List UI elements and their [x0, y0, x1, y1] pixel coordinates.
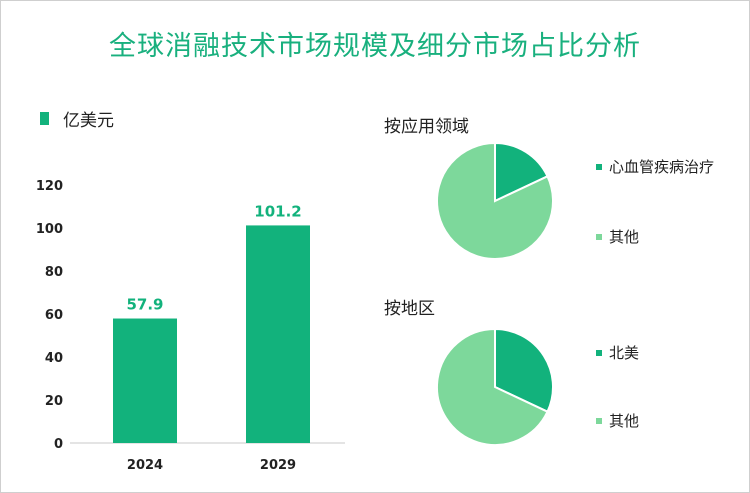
x-tick-label: 2029 [260, 458, 296, 473]
legend-swatch [596, 163, 602, 170]
legend-label: 其他 [609, 412, 640, 430]
legend-swatch [596, 349, 602, 356]
pie-slice-0 [494, 141, 549, 203]
legend-item-cardio: 心血管疾病治疗 [596, 156, 714, 177]
y-tick-label: 0 [54, 437, 63, 452]
legend-item-other-app: 其他 [596, 226, 639, 247]
y-tick-label: 40 [45, 351, 63, 366]
chart-title: 全球消融技术市场规模及细分市场占比分析 [109, 31, 641, 62]
bar-2024 [113, 318, 177, 443]
bar-value-label: 57.9 [126, 296, 163, 314]
pie-slice-0 [494, 327, 554, 414]
y-tick-label: 20 [45, 394, 63, 409]
y-tick-label: 120 [36, 179, 63, 194]
legend-swatch [596, 233, 602, 240]
bar-value-label: 101.2 [254, 202, 301, 220]
pie-application-title: 按应用领域 [384, 117, 469, 137]
y-tick-label: 60 [45, 308, 63, 323]
pie-slice-1 [436, 327, 549, 446]
unit-legend-swatch [40, 112, 49, 125]
pie-slice-1 [436, 141, 554, 260]
x-tick-label: 2024 [127, 458, 163, 473]
y-tick-label: 100 [36, 222, 63, 237]
legend-label: 心血管疾病治疗 [609, 158, 715, 176]
legend-label: 北美 [609, 344, 640, 362]
unit-legend-label: 亿美元 [63, 111, 114, 131]
legend-item-north-america: 北美 [596, 342, 639, 363]
legend-item-other-region: 其他 [596, 410, 639, 431]
pie-region-title: 按地区 [384, 299, 435, 319]
unit-legend: 亿美元 [40, 106, 114, 131]
y-tick-label: 80 [45, 265, 63, 280]
bar-2029 [246, 225, 310, 443]
legend-swatch [596, 417, 602, 424]
legend-label: 其他 [609, 228, 640, 246]
